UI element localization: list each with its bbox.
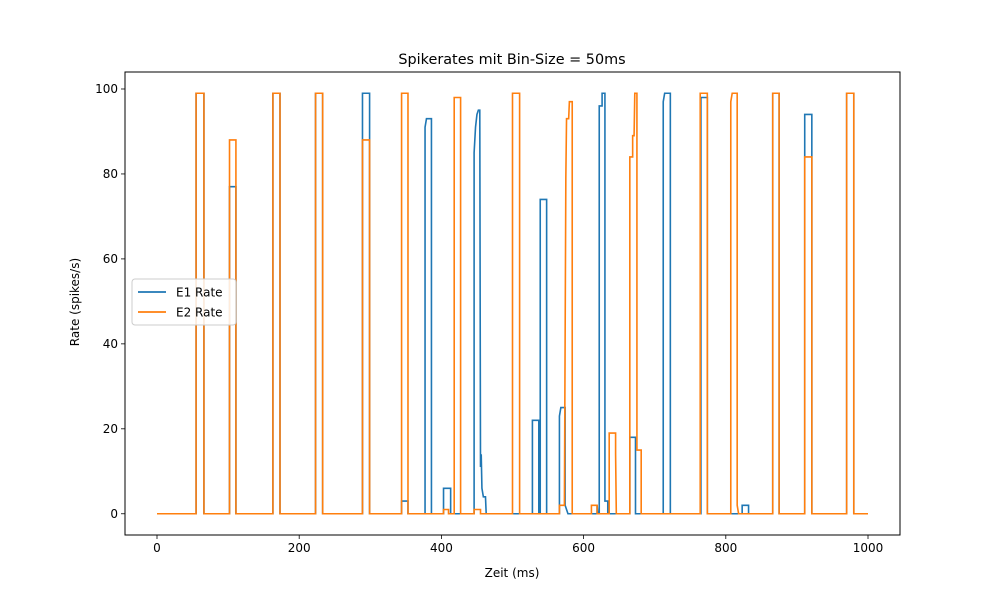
axes-frame [124,71,901,536]
y-tick-label: 0 [110,507,118,521]
chart-title: Spikerates mit Bin-Size = 50ms [398,52,625,68]
x-tick-label: 800 [714,541,737,555]
y-tick-label: 20 [103,422,118,436]
y-tick-label: 60 [103,252,118,266]
y-axis-ticks: 0 20 40 60 80 100 [95,82,125,521]
y-tick-label: 80 [103,167,118,181]
x-tick-label: 0 [153,541,161,555]
x-axis-label: Zeit (ms) [485,566,540,580]
legend-label-1: E1 Rate [176,286,223,300]
x-tick-label: 1000 [853,541,884,555]
x-tick-label: 600 [572,541,595,555]
x-tick-label: 200 [288,541,311,555]
plot-lines [157,92,868,515]
legend-label-2: E2 Rate [176,306,223,320]
series-line-2 [157,92,868,515]
x-tick-label: 400 [430,541,453,555]
legend-box [131,278,237,326]
y-axis-label: Rate (spikes/s) [68,258,82,346]
y-tick-label: 100 [95,82,118,96]
x-axis-ticks: 0 200 400 600 800 1000 [153,535,883,555]
y-tick-label: 40 [103,337,118,351]
legend: E1 Rate E2 Rate [131,278,237,326]
